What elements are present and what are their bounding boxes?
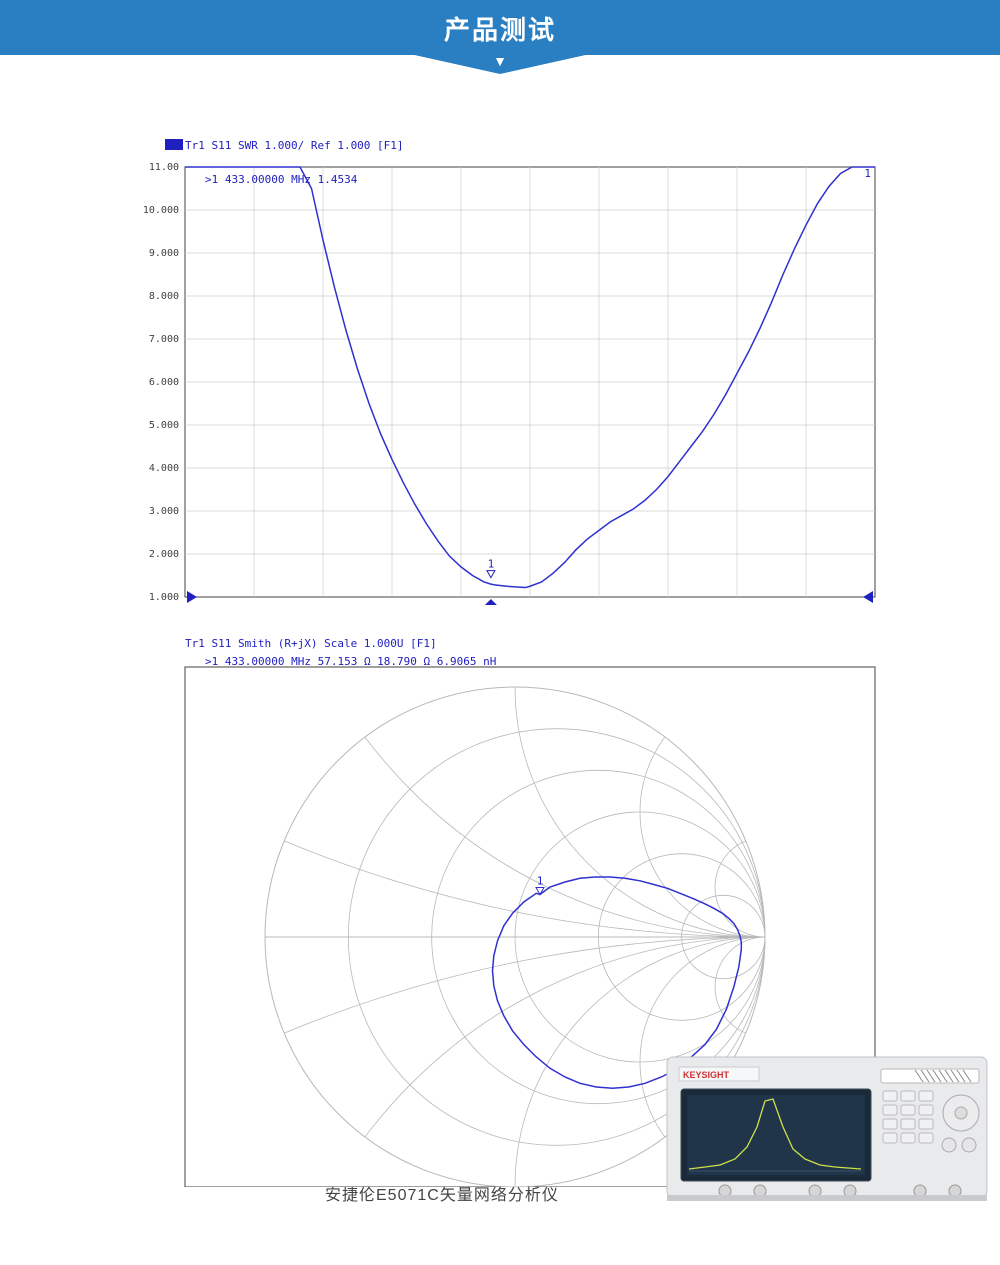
instrument-caption: 安捷伦E5071C矢量网络分析仪 [325, 1181, 559, 1205]
header-bar: 产品测试 [0, 0, 1000, 55]
svg-text:Tr1 S11 SWR 1.000/ Ref 1.000 [: Tr1 S11 SWR 1.000/ Ref 1.000 [F1] [185, 139, 404, 152]
page-title: 产品测试 [444, 15, 556, 45]
svg-text:>1 433.00000 MHz 1.4534: >1 433.00000 MHz 1.4534 [205, 173, 358, 186]
brand-text: KEYSIGHT [683, 1070, 730, 1080]
svg-text:1: 1 [488, 558, 495, 571]
instrument-foot [667, 1195, 987, 1201]
charts-container: 1.000 2.000 3.000 4.000 5.000 6.000 7.000 8.000… [115, 137, 885, 1187]
svg-text:2.000: 2.000 [149, 549, 179, 560]
svg-text:11.00: 11.00 [149, 162, 179, 173]
svg-text:3.000: 3.000 [149, 506, 179, 517]
svg-text:1.000: 1.000 [149, 592, 179, 603]
instrument-photo: KEYSIGHT [665, 1047, 995, 1207]
svg-text:5.000: 5.000 [149, 420, 179, 431]
svg-text:10.000: 10.000 [143, 205, 179, 216]
chevron-down-icon: ▼ [493, 53, 507, 69]
svg-text:8.000: 8.000 [149, 291, 179, 302]
knob-cap [955, 1107, 967, 1119]
svg-text:7.000: 7.000 [149, 334, 179, 345]
svg-text:1: 1 [537, 875, 544, 888]
header-notch: ▼ [0, 55, 1000, 77]
svg-text:4.000: 4.000 [149, 463, 179, 474]
svg-text:Tr1 S11 Smith (R+jX) Scale 1.0: Tr1 S11 Smith (R+jX) Scale 1.000U [F1] [185, 637, 437, 650]
svg-text:>1 433.00000 MHz 57.153 Ω 1: >1 433.00000 MHz 57.153 Ω 18.790 Ω 6.906… [205, 655, 496, 668]
svg-text:9.000: 9.000 [149, 248, 179, 259]
swr-chart: 1.000 2.000 3.000 4.000 5.000 6.000 7.000 8.000… [115, 137, 885, 627]
svg-text:6.000: 6.000 [149, 377, 179, 388]
svg-text:1: 1 [864, 167, 871, 180]
instrument-illustration: KEYSIGHT [665, 1047, 995, 1207]
